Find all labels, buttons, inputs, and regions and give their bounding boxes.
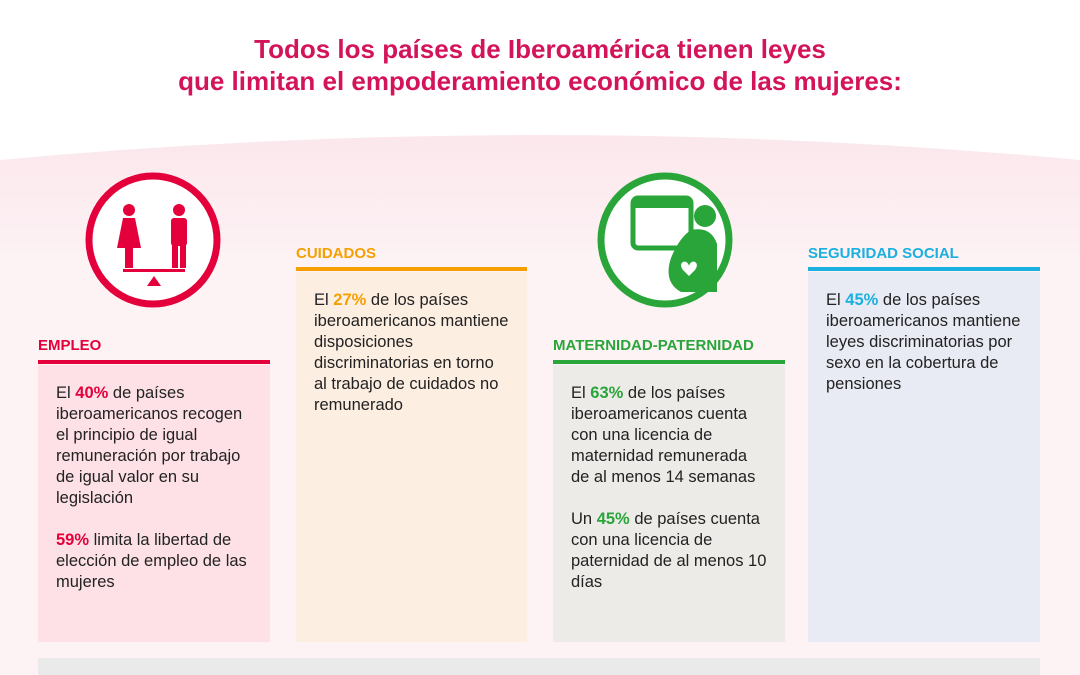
- title: que limitan el empoderamiento económico …: [178, 66, 902, 96]
- paragraph: 59% limita la libertad de elección de em…: [56, 530, 252, 593]
- text: El: [314, 291, 329, 309]
- section-rule: [553, 360, 785, 364]
- text: El: [571, 384, 586, 402]
- paragraph: El 40% de países iberoamericanos recogen…: [56, 383, 252, 509]
- paragraph: El 45% de los países iberoamericanos man…: [826, 290, 1022, 395]
- percentage: 45%: [596, 510, 630, 528]
- text: de los países iberoamericanos mantiene d…: [314, 291, 509, 414]
- text: El: [56, 384, 71, 402]
- maternity-icon: [597, 172, 733, 308]
- text: de países cuenta con una licencia de pat…: [571, 510, 767, 591]
- section-label: EMPLEO: [38, 337, 102, 354]
- section-rule: [296, 267, 527, 271]
- percentage: 45%: [845, 291, 879, 309]
- section-box: El 45% de los países iberoamericanos man…: [808, 272, 1040, 642]
- section-rule: [38, 360, 270, 364]
- text: de los países iberoamericanos cuenta con…: [571, 384, 756, 486]
- paragraph: El 27% de los países iberoamericanos man…: [314, 290, 509, 416]
- section-box: El 63% de los países iberoamericanos cue…: [553, 365, 785, 642]
- paragraph: Un 45% de países cuenta con una licencia…: [571, 509, 767, 593]
- section-label: SEGURIDAD SOCIAL: [808, 245, 959, 262]
- section-box: El 27% de los países iberoamericanos man…: [296, 272, 527, 642]
- section-label: CUIDADOS: [296, 245, 377, 262]
- percentage: 40%: [75, 384, 109, 402]
- title: Todos los países de Iberoamérica tienen …: [254, 34, 826, 64]
- section-box: El 40% de países iberoamericanos recogen…: [38, 365, 270, 642]
- text: de los países iberoamericanos mantiene l…: [826, 291, 1021, 393]
- employment-icon: [85, 172, 221, 308]
- percentage: 59%: [56, 531, 90, 549]
- section-label: MATERNIDAD-PATERNIDAD: [553, 337, 754, 354]
- text: limita la libertad de elección de empleo…: [56, 531, 247, 591]
- paragraph: El 63% de los países iberoamericanos cue…: [571, 383, 767, 488]
- percentage: 63%: [590, 384, 624, 402]
- section-rule: [808, 267, 1040, 271]
- percentage: 27%: [333, 291, 367, 309]
- text: El: [826, 291, 841, 309]
- text: Un: [571, 510, 593, 528]
- text: de países iberoamericanos recogen el pri…: [56, 384, 243, 507]
